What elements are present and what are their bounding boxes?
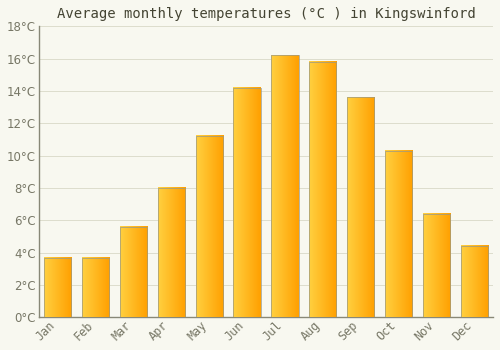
Title: Average monthly temperatures (°C ) in Kingswinford: Average monthly temperatures (°C ) in Ki…: [56, 7, 476, 21]
